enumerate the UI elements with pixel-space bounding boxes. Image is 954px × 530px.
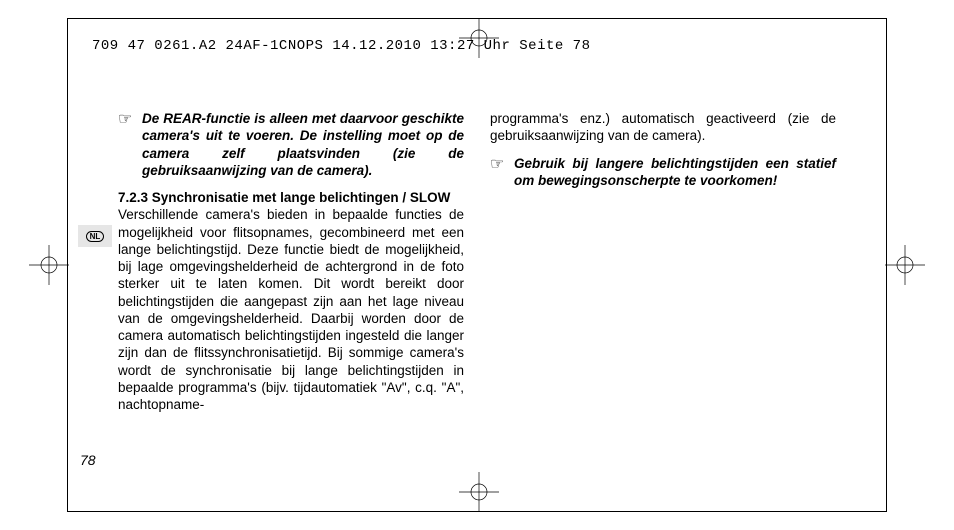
pointing-hand-icon: ☞ — [118, 112, 132, 128]
body-text-left: Verschillende camera's bieden in bepaald… — [118, 206, 464, 413]
registration-mark-icon — [459, 472, 499, 512]
registration-mark-icon — [885, 245, 925, 285]
body-text-right-continuation: programma's enz.) automatisch geactiveer… — [490, 110, 836, 145]
imposition-header: 709 47 0261.A2 24AF-1CNOPS 14.12.2010 13… — [92, 38, 590, 54]
pointing-hand-icon: ☞ — [490, 157, 504, 173]
note-rear-function: ☞ De REAR-functie is alleen met daarvoor… — [118, 110, 464, 179]
note-use-tripod: ☞ Gebruik bij langere belichtingstijden … — [490, 155, 836, 190]
right-column: programma's enz.) automatisch geactiveer… — [490, 110, 836, 414]
page-number: 78 — [80, 452, 96, 468]
content-area: ☞ De REAR-functie is alleen met daarvoor… — [118, 110, 836, 414]
language-tab-label: NL — [86, 231, 105, 242]
registration-mark-icon — [29, 245, 69, 285]
language-tab: NL — [78, 225, 112, 247]
left-column: ☞ De REAR-functie is alleen met daarvoor… — [118, 110, 464, 414]
section-title-7-2-3: 7.2.3 Synchronisatie met lange belichtin… — [118, 189, 464, 206]
note-use-tripod-text: Gebruik bij langere belichtingstijden ee… — [514, 156, 836, 188]
registration-mark-icon — [459, 18, 499, 58]
note-rear-function-text: De REAR-functie is alleen met daarvoor g… — [142, 111, 464, 178]
